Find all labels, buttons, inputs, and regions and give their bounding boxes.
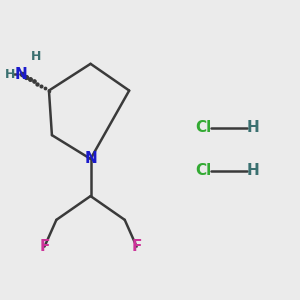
Text: H: H — [5, 68, 16, 81]
Text: H: H — [246, 163, 259, 178]
Text: H: H — [30, 50, 41, 63]
Text: F: F — [39, 239, 50, 254]
Text: Cl: Cl — [195, 120, 212, 135]
Text: F: F — [131, 239, 142, 254]
Text: N: N — [14, 67, 27, 82]
Text: N: N — [84, 152, 97, 166]
Text: Cl: Cl — [195, 163, 212, 178]
Text: H: H — [246, 120, 259, 135]
